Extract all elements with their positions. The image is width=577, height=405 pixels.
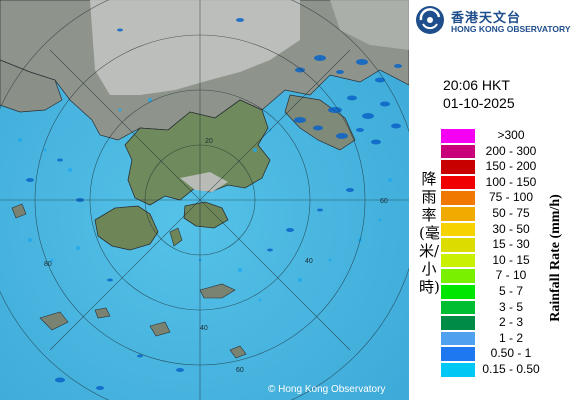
legend-swatch — [441, 300, 475, 315]
legend-label: 150 - 200 — [485, 159, 537, 174]
org-name-en: HONG KONG OBSERVATORY — [451, 24, 571, 34]
hko-logo: 香港天文台 HONG KONG OBSERVATORY — [415, 5, 575, 37]
legend-row: >300 — [441, 128, 571, 144]
legend-label: 50 - 75 — [492, 206, 530, 220]
rain-echoes — [26, 18, 402, 390]
legend-swatch — [441, 347, 475, 361]
mainland-urban — [90, 0, 300, 95]
range-ring-labels: 20 40 60 80 60 40 — [44, 138, 388, 374]
island-west-1 — [39, 311, 69, 331]
ring-label-40: 40 — [305, 258, 313, 265]
legend-swatch — [441, 191, 475, 205]
legend-row: 5 - 7 — [441, 284, 571, 300]
rain-echoes-light — [18, 98, 392, 302]
hko-logo-icon — [416, 6, 444, 34]
legend-label: >300 — [497, 128, 525, 142]
legend-swatch — [441, 160, 475, 174]
legend-label: 75 - 100 — [488, 190, 534, 205]
legend-row: 3 - 5 — [441, 300, 571, 316]
legend-swatch — [441, 222, 475, 237]
island-south-4 — [229, 345, 247, 359]
legend-row: 0.15 - 0.50 — [441, 362, 571, 378]
copyright-text: © Hong Kong Observatory — [268, 384, 386, 395]
island-south-3 — [94, 307, 111, 319]
legend-swatch — [441, 175, 475, 190]
org-name-cn: 香港天文台 — [451, 11, 522, 26]
legend-row: 75 - 100 — [441, 190, 571, 206]
legend-label: 0.50 - 1 — [490, 346, 532, 361]
legend-label: 30 - 50 — [492, 221, 530, 236]
legend-row: 7 - 10 — [441, 268, 571, 284]
legend-swatch — [441, 316, 475, 330]
legend-label: 7 - 10 — [495, 268, 527, 283]
legend-row: 200 - 300 — [441, 144, 571, 160]
radar-time: 20:06 HKT — [443, 77, 510, 93]
legend-swatch — [441, 363, 475, 377]
legend-swatch — [441, 285, 475, 299]
legend-row: 2 - 3 — [441, 315, 571, 331]
legend-title-cn: 降雨率(毫米/小時) — [419, 170, 440, 296]
hk-new-territories — [124, 99, 271, 206]
legend-row: 10 - 15 — [441, 253, 571, 269]
legend-swatch — [441, 253, 475, 268]
legend-row: 30 - 50 — [441, 222, 571, 238]
lamma-island — [169, 227, 183, 247]
ring-label-60: 60 — [380, 198, 388, 205]
kowloon-urban — [180, 172, 228, 192]
legend-label: 10 - 15 — [492, 252, 530, 267]
hong-kong-island — [183, 201, 229, 229]
legend-swatch — [441, 238, 475, 252]
legend-row: 50 - 75 — [441, 206, 571, 222]
island-west-2 — [11, 203, 27, 219]
ring-label-20: 20 — [205, 138, 213, 145]
legend-label: 2 - 3 — [498, 315, 523, 330]
legend-panel: 香港天文台 HONG KONG OBSERVATORY 20:06 HKT 01… — [409, 0, 577, 400]
legend-swatch — [441, 269, 475, 283]
legend-label: 200 - 300 — [485, 143, 537, 158]
legend-label: 5 - 7 — [498, 284, 523, 298]
western-land — [0, 59, 63, 113]
legend-swatch — [441, 207, 475, 221]
ring-label-60b: 60 — [236, 367, 244, 374]
legend-label: 1 - 2 — [498, 330, 523, 345]
legend-row: 15 - 30 — [441, 237, 571, 253]
island-south-2 — [149, 321, 171, 337]
legend-swatch — [441, 144, 475, 159]
legend-label: 3 - 5 — [498, 299, 523, 314]
legend-label: 100 - 150 — [485, 174, 537, 189]
legend-swatch — [441, 129, 475, 143]
legend-swatch — [441, 331, 475, 346]
legend-row: 150 - 200 — [441, 159, 571, 175]
ring-label-40b: 40 — [200, 325, 208, 332]
radar-map-svg: 20 40 60 80 60 40 — [0, 0, 421, 405]
radar-date: 01-10-2025 — [443, 95, 515, 111]
mainland-urban-east — [330, 0, 409, 50]
legend-row: 100 - 150 — [441, 175, 571, 191]
lantau-island — [94, 205, 159, 251]
legend-row: 1 - 2 — [441, 331, 571, 347]
radar-map[interactable]: 20 40 60 80 60 40 © Hong Kong Observator… — [0, 0, 421, 405]
ring-label-80: 80 — [44, 261, 52, 268]
island-south-1 — [199, 283, 236, 299]
legend-label: 0.15 - 0.50 — [482, 362, 540, 376]
legend-row: 0.50 - 1 — [441, 346, 571, 362]
legend-label: 15 - 30 — [492, 237, 530, 252]
